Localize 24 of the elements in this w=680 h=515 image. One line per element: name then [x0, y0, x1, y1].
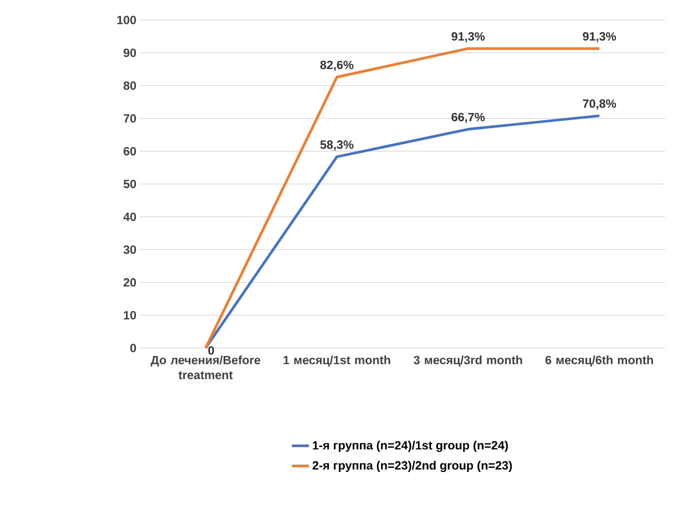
y-tick-label: 40: [123, 212, 136, 222]
y-tick-label: 0: [130, 344, 136, 352]
data-label: 0: [208, 346, 214, 355]
y-tick-label: 80: [124, 81, 136, 90]
legend-label: 1-я группа (n=24)/1st group (n=24): [312, 440, 508, 452]
data-label: 58,3%: [320, 140, 354, 151]
y-tick-label: 20: [124, 278, 136, 287]
y-tick-label: 70: [124, 114, 136, 123]
legend-label: 2-я группа (n=23)/2nd group (n=23): [312, 460, 512, 472]
y-tick-label: 10: [124, 310, 136, 320]
y-tick-label: 50: [124, 180, 136, 188]
x-tick-label: 3 месяц/3rd month: [414, 356, 522, 367]
data-label: 66,7%: [452, 112, 485, 124]
data-label: 91,3%: [582, 32, 616, 42]
data-label: 91,3%: [452, 32, 485, 42]
data-label: 82,6%: [320, 60, 354, 71]
y-tick-label: 100: [117, 16, 136, 24]
y-tick-label: 60: [124, 146, 136, 156]
x-tick-label: До лечения/Before treatment: [150, 356, 260, 380]
data-label: 70,8%: [582, 99, 616, 110]
y-tick-label: 90: [124, 48, 136, 58]
y-tick-label: 30: [123, 245, 136, 254]
x-tick-label: 1 месяц/1st month: [284, 356, 390, 367]
x-tick-label: 6 месяц/6th month: [545, 356, 653, 367]
